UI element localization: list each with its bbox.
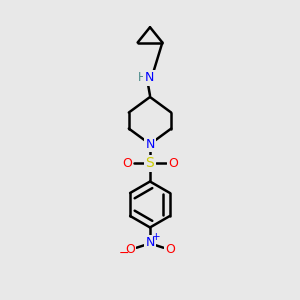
Text: +: + (152, 232, 161, 242)
Text: N: N (145, 138, 155, 151)
Text: H: H (138, 71, 147, 84)
Text: O: O (165, 243, 175, 256)
Text: O: O (125, 243, 135, 256)
Text: O: O (168, 157, 178, 170)
Text: N: N (145, 71, 154, 84)
Text: N: N (145, 236, 155, 249)
Text: −: − (118, 247, 129, 260)
Text: O: O (122, 157, 132, 170)
Text: S: S (146, 156, 154, 170)
